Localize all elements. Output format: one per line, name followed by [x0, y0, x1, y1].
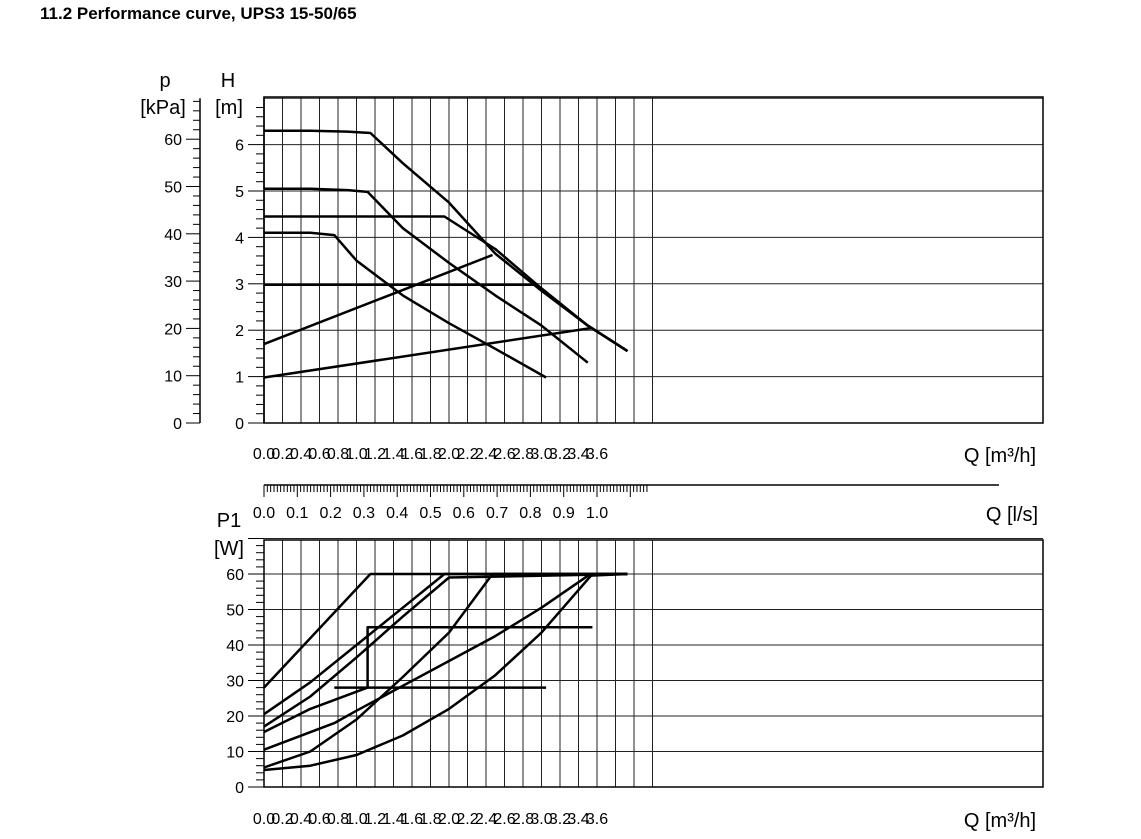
x-tick-label-ls: 1.0 — [586, 505, 608, 522]
y-tick-label-p1: 20 — [226, 709, 244, 726]
x-axis-label-ls: Q [l/s] — [986, 504, 1038, 526]
y-tick-label-p: 40 — [164, 227, 182, 244]
x-tick-label-ls: 0.5 — [419, 505, 441, 522]
x-tick-label-h: 0.2 — [271, 446, 293, 463]
y-tick-label-h: 1 — [235, 370, 244, 387]
curve-p1 — [263, 572, 628, 751]
plot-frame — [263, 96, 1044, 424]
x-tick-label-p1: 2.2 — [456, 811, 478, 828]
page-title: 11.2 Performance curve, UPS3 15-50/65 — [40, 4, 357, 23]
curve-p1 — [263, 572, 628, 728]
x-tick-label-p1: 2.0 — [438, 811, 460, 828]
y-axis-p1-unit: [W] — [214, 538, 244, 560]
y-tick-label-p1: 40 — [226, 638, 244, 655]
x-tick-label-h: 1.2 — [364, 446, 386, 463]
y-tick-label-h: 2 — [235, 323, 244, 340]
x-tick-label-h: 1.0 — [345, 446, 367, 463]
x-tick-label-ls: 0.9 — [553, 505, 575, 522]
x-tick-label-h: 3.6 — [586, 446, 608, 463]
x-tick-label-h: 2.0 — [438, 446, 460, 463]
y-axis-p-unit: [kPa] — [140, 97, 186, 119]
x-axis-label-p1: Q [m³/h] — [964, 810, 1036, 832]
y-tick-label-h: 0 — [235, 416, 244, 433]
x-axis-label-h: Q [m³/h] — [964, 445, 1036, 467]
y-tick-label-p: 50 — [164, 180, 182, 197]
x-tick-label-h: 2.4 — [475, 446, 497, 463]
x-tick-label-p1: 3.0 — [530, 811, 552, 828]
x-tick-label-h: 3.0 — [530, 446, 552, 463]
x-tick-label-h: 1.6 — [401, 446, 423, 463]
y-tick-label-p: 0 — [173, 416, 182, 433]
x-tick-label-p1: 3.4 — [567, 811, 589, 828]
x-tick-label-p1: 2.6 — [493, 811, 515, 828]
y-tick-label-p: 30 — [164, 274, 182, 291]
x-tick-label-ls: 0.0 — [253, 505, 275, 522]
x-tick-label-p1: 0.4 — [290, 811, 312, 828]
x-tick-label-h: 2.8 — [512, 446, 534, 463]
y-axis-h-symbol: H — [221, 70, 235, 92]
curve-p1 — [263, 572, 628, 769]
y-tick-label-p1: 50 — [226, 603, 244, 620]
x-tick-label-p1: 0.8 — [327, 811, 349, 828]
x-tick-label-h: 0.8 — [327, 446, 349, 463]
x-tick-label-h: 1.4 — [382, 446, 404, 463]
x-tick-label-ls: 0.1 — [286, 505, 308, 522]
x-tick-label-p1: 0.2 — [271, 811, 293, 828]
y-axis-h-unit: [m] — [215, 97, 243, 119]
curve-h — [264, 187, 589, 364]
curve-h — [263, 326, 593, 379]
x-tick-label-p1: 0.0 — [253, 811, 275, 828]
x-tick-label-ls: 0.4 — [386, 505, 408, 522]
x-tick-label-ls: 0.3 — [353, 505, 375, 522]
x-tick-label-p1: 3.2 — [549, 811, 571, 828]
y-axis-p1-symbol: P1 — [217, 510, 241, 532]
x-tick-label-p1: 3.6 — [586, 811, 608, 828]
curve-p1 — [263, 572, 628, 689]
x-tick-label-p1: 1.8 — [419, 811, 441, 828]
y-tick-label-p1: 30 — [226, 674, 244, 691]
y-tick-label-h: 6 — [235, 138, 244, 155]
y-axis-p-symbol: p — [159, 70, 170, 92]
x-tick-label-p1: 1.0 — [345, 811, 367, 828]
y-tick-label-p1: 10 — [226, 745, 244, 762]
x-tick-label-p1: 1.2 — [364, 811, 386, 828]
y-tick-label-p1: 0 — [235, 780, 244, 797]
x-tick-label-p1: 1.6 — [401, 811, 423, 828]
curve-h — [263, 253, 493, 346]
y-tick-label-p: 20 — [164, 321, 182, 338]
x-tick-label-ls: 0.8 — [519, 505, 541, 522]
x-tick-label-h: 0.0 — [253, 446, 275, 463]
x-tick-label-h: 1.8 — [419, 446, 441, 463]
curve-h — [264, 283, 629, 353]
x-tick-label-ls: 0.7 — [486, 505, 508, 522]
x-tick-label-h: 3.4 — [567, 446, 589, 463]
x-tick-label-p1: 1.4 — [382, 811, 404, 828]
curve-h — [264, 129, 629, 353]
x-tick-label-h: 0.6 — [308, 446, 330, 463]
x-tick-label-h: 3.2 — [549, 446, 571, 463]
y-tick-label-p1: 60 — [226, 567, 244, 584]
plot-frame — [263, 539, 1044, 788]
y-tick-label-h: 3 — [235, 277, 244, 294]
x-tick-label-h: 0.4 — [290, 446, 312, 463]
x-tick-label-h: 2.6 — [493, 446, 515, 463]
x-tick-label-p1: 0.6 — [308, 811, 330, 828]
y-tick-label-p: 10 — [164, 369, 182, 386]
curve-p1 — [263, 572, 628, 772]
x-tick-label-h: 2.2 — [456, 446, 478, 463]
x-tick-label-ls: 0.2 — [319, 505, 341, 522]
x-tick-label-p1: 2.8 — [512, 811, 534, 828]
y-tick-label-p: 60 — [164, 132, 182, 149]
y-tick-label-h: 5 — [235, 184, 244, 201]
x-tick-label-p1: 2.4 — [475, 811, 497, 828]
y-tick-label-h: 4 — [235, 230, 244, 247]
x-tick-label-ls: 0.6 — [453, 505, 475, 522]
